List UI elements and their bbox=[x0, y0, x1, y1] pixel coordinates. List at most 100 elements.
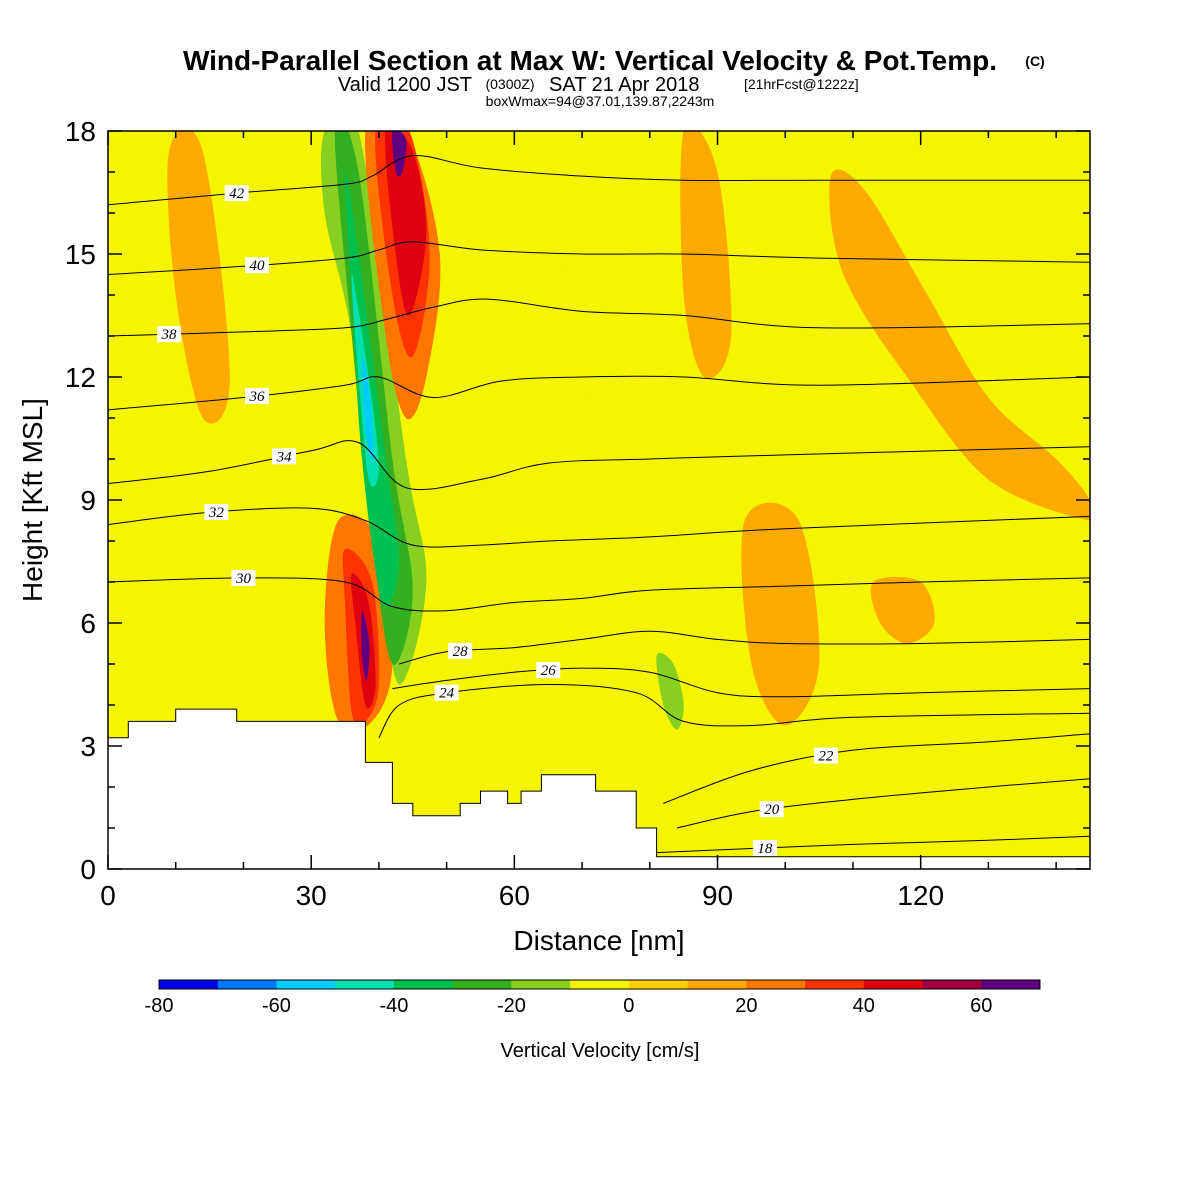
colorbar-frame bbox=[158, 979, 1041, 990]
contour-label: 32 bbox=[208, 505, 225, 521]
y-tick-label: 12 bbox=[65, 362, 96, 393]
chart-title-copyright: (C) bbox=[1025, 53, 1044, 69]
y-tick-label: 9 bbox=[80, 485, 96, 516]
contour-label-bg bbox=[244, 257, 269, 274]
velocity-region bbox=[167, 131, 230, 424]
colorbar-tick-label: -20 bbox=[497, 995, 526, 1017]
x-tick-label: 60 bbox=[499, 880, 530, 911]
colorbar-swatch bbox=[159, 980, 219, 989]
colorbar-tick-label: 40 bbox=[853, 995, 875, 1017]
colorbar-swatch bbox=[687, 980, 747, 989]
colorbar-label: Vertical Velocity [cm/s] bbox=[501, 1040, 700, 1062]
x-tick-label: 90 bbox=[702, 880, 733, 911]
colorbar-swatch bbox=[393, 980, 454, 989]
velocity-region bbox=[608, 131, 638, 196]
contour-label-bg bbox=[156, 326, 181, 343]
colorbar-tick-label: 20 bbox=[735, 995, 757, 1017]
contour-label: 26 bbox=[541, 663, 557, 679]
velocity-region bbox=[656, 653, 684, 730]
contour-label: 38 bbox=[160, 327, 177, 343]
contour-label-bg bbox=[244, 387, 269, 404]
theta-contour bbox=[399, 630, 1090, 665]
velocity-region bbox=[561, 203, 597, 582]
y-axis-label: Height [Kft MSL] bbox=[17, 398, 48, 602]
velocity-regions bbox=[167, 131, 1090, 747]
colorbar-swatch bbox=[511, 980, 571, 989]
contour-label: 18 bbox=[757, 841, 773, 857]
y-tick-label: 3 bbox=[80, 731, 96, 762]
contour-label-bg bbox=[224, 185, 249, 202]
subtitle-box-wmax: boxWmax=94@37.01,139.87,2243m bbox=[486, 93, 715, 109]
contour-label-bg bbox=[448, 642, 473, 659]
colorbar-swatch bbox=[217, 980, 277, 989]
colorbar-tick-label: -60 bbox=[262, 995, 291, 1017]
theta-contour bbox=[656, 835, 1090, 854]
theta-contour bbox=[108, 241, 1090, 275]
contour-label: 24 bbox=[439, 686, 455, 702]
contour-label: 28 bbox=[453, 644, 469, 660]
x-tick-label: 30 bbox=[296, 880, 327, 911]
velocity-region bbox=[361, 355, 374, 462]
theta-contour bbox=[676, 778, 1090, 829]
colorbar-tick-label: 0 bbox=[623, 995, 634, 1017]
velocity-region bbox=[870, 576, 935, 644]
terrain-profile bbox=[108, 708, 1090, 869]
contour-label-bg bbox=[204, 504, 229, 521]
theta-contour bbox=[108, 298, 1090, 337]
contour-label-bg bbox=[231, 569, 256, 586]
contour-labels: 18 20 22 24 26 28 30 32 34 36 38 40 42 bbox=[156, 185, 838, 857]
colorbar-swatch bbox=[805, 980, 865, 989]
contour-label: 30 bbox=[235, 571, 252, 587]
colorbar-tick-label: -80 bbox=[145, 995, 174, 1017]
velocity-region bbox=[344, 171, 400, 608]
colorbar-swatch bbox=[981, 980, 1041, 989]
subtitle-valid: Valid 1200 JST bbox=[338, 74, 472, 96]
contour-label-bg bbox=[536, 662, 561, 679]
theta-contour bbox=[108, 577, 1090, 612]
contour-label-bg bbox=[813, 747, 838, 764]
contour-label: 40 bbox=[249, 258, 265, 274]
contour-label-bg bbox=[759, 801, 784, 818]
theta-contour bbox=[108, 155, 1090, 206]
velocity-region bbox=[829, 169, 1090, 521]
colorbar: -80 -60 -40 -20 0 20 40 60 bbox=[145, 979, 1041, 1017]
subtitle-date: SAT 21 Apr 2018 bbox=[549, 74, 699, 96]
y-tick-label: 15 bbox=[65, 239, 96, 270]
velocity-region bbox=[385, 131, 427, 316]
colorbar-swatch bbox=[628, 980, 689, 989]
velocity-region bbox=[391, 131, 407, 177]
colorbar-tick-label: 60 bbox=[970, 995, 992, 1017]
theta-contour bbox=[108, 507, 1090, 548]
contour-label-bg bbox=[272, 448, 297, 465]
contour-label-bg bbox=[434, 684, 459, 701]
contour-label-bg bbox=[752, 839, 777, 856]
colorbar-swatch bbox=[746, 980, 806, 989]
subtitle-forecast: [21hrFcst@1222z] bbox=[744, 76, 859, 92]
colorbar-swatch bbox=[276, 980, 336, 989]
x-tick-label: 0 bbox=[100, 880, 116, 911]
colorbar-swatch bbox=[452, 980, 512, 989]
colorbar-swatch bbox=[922, 980, 982, 989]
velocity-region bbox=[361, 610, 370, 681]
colorbar-swatch bbox=[863, 980, 924, 989]
plot-area: 18 20 22 24 26 28 30 32 34 36 38 40 42 bbox=[108, 131, 1090, 869]
contour-label: 34 bbox=[276, 449, 293, 465]
theta-contour bbox=[108, 375, 1090, 411]
y-axis: 0 3 6 9 12 15 18 bbox=[65, 116, 1090, 885]
y-tick-label: 0 bbox=[80, 854, 96, 885]
x-axis: 0 30 60 90 120 bbox=[100, 131, 1057, 911]
contour-label: 20 bbox=[764, 802, 780, 818]
theta-contour bbox=[108, 440, 1090, 491]
contour-label: 22 bbox=[818, 749, 834, 765]
x-axis-label: Distance [nm] bbox=[513, 925, 684, 956]
velocity-region bbox=[451, 131, 501, 194]
y-tick-label: 6 bbox=[80, 608, 96, 639]
subtitle-utc: (0300Z) bbox=[485, 76, 534, 92]
colorbar-swatch bbox=[335, 980, 395, 989]
potential-temperature-contours bbox=[108, 155, 1090, 854]
theta-contour bbox=[392, 667, 1090, 698]
colorbar-tick-label: -40 bbox=[379, 995, 408, 1017]
velocity-region bbox=[741, 502, 820, 726]
colorbar-swatch bbox=[570, 980, 630, 989]
